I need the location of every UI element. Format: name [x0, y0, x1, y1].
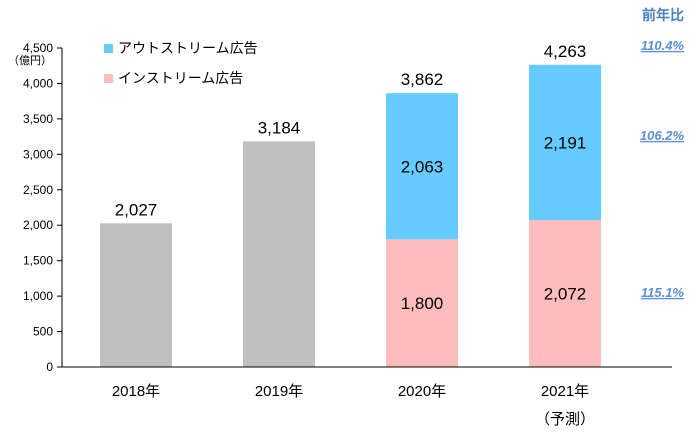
segment-value-label: 2,191 — [544, 133, 587, 152]
yoy-total: 110.4% — [641, 38, 685, 53]
x-axis: 2018年 2019年 2020年 2021年 （予測） — [62, 366, 672, 428]
yoy-annotations: 前年比 110.4% 106.2% 115.1% — [640, 7, 685, 300]
bar-segment — [243, 141, 315, 367]
bars — [100, 64, 601, 367]
y-tick-label: 4,500 — [23, 41, 53, 55]
yoy-outstream: 106.2% — [640, 128, 685, 143]
legend-label: アウトストリーム広告 — [118, 40, 258, 56]
total-value-label: 3,862 — [401, 70, 444, 89]
bar-segment — [386, 93, 458, 240]
yoy-title: 前年比 — [642, 7, 684, 23]
bar-segment — [386, 239, 458, 367]
x-tick-label: 2020年 — [398, 383, 446, 400]
legend-label: インストリーム広告 — [118, 70, 243, 86]
yoy-instream: 115.1% — [641, 285, 685, 300]
y-tick-label: 1,000 — [23, 289, 53, 303]
total-value-label: 2,027 — [115, 200, 158, 219]
x-tick-label: 2018年 — [112, 383, 160, 400]
y-tick-label: 3,500 — [23, 112, 53, 126]
y-axis: 0 500 1,000 1,500 2,000 2,500 3,000 3,500 4,000 4… — [8, 41, 63, 374]
segment-value-label: 2,072 — [544, 285, 587, 304]
segment-value-label: 1,800 — [401, 294, 444, 313]
y-tick-label: 1,500 — [23, 254, 53, 268]
y-tick-label: 3,000 — [23, 147, 53, 161]
y-tick-label: 4,000 — [23, 76, 53, 90]
legend-swatch — [104, 74, 113, 83]
y-tick-label: 0 — [46, 360, 53, 374]
value-labels: 2,027 3,184 1,800 2,063 3,862 2,072 2,191 4,263 — [115, 42, 587, 313]
bar-segment — [529, 220, 601, 367]
total-value-label: 4,263 — [544, 42, 587, 61]
y-unit-label: （億円） — [8, 54, 52, 67]
x-tick-label: 2019年 — [255, 383, 303, 400]
y-tick-label: 500 — [33, 325, 53, 339]
x-tick-sublabel: （予測） — [535, 411, 595, 428]
x-tick-label: 2021年 — [541, 383, 589, 400]
y-tick-label: 2,500 — [23, 183, 53, 197]
bar-segment — [100, 223, 172, 367]
legend-swatch — [104, 44, 113, 53]
total-value-label: 3,184 — [258, 118, 301, 137]
bar-segment — [529, 64, 601, 221]
y-tick-label: 2,000 — [23, 218, 53, 232]
segment-value-label: 2,063 — [401, 157, 444, 176]
